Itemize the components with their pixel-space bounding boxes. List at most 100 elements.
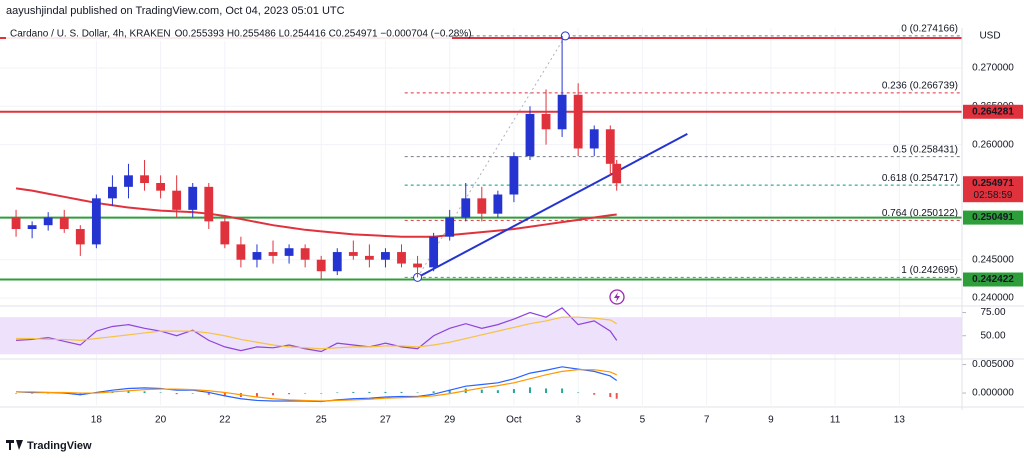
histogram-bar <box>47 393 50 394</box>
level-label: 0.264281 <box>972 106 1014 117</box>
last-price-label: 0.254971 <box>972 178 1014 189</box>
candle-body <box>348 252 358 256</box>
histogram-bar <box>336 392 339 394</box>
histogram-bar <box>191 393 194 394</box>
histogram-bar <box>127 390 130 394</box>
fib-label: 0 (0.274166) <box>901 24 958 35</box>
candle-body <box>172 190 182 210</box>
candle-body <box>204 186 214 222</box>
histogram-bar <box>384 391 387 394</box>
histogram-bar <box>561 388 564 394</box>
candle-body <box>268 252 278 256</box>
y-tick-label: 0.000000 <box>972 388 1014 399</box>
candle-body <box>413 263 422 268</box>
candle-body <box>27 225 37 230</box>
candle-body <box>557 94 567 130</box>
histogram-bar <box>15 393 18 394</box>
y-tick-label: 0.270000 <box>972 63 1014 74</box>
candle-body <box>43 217 53 226</box>
x-tick-label: 9 <box>768 415 774 426</box>
candle-body <box>612 163 622 184</box>
candle-body <box>477 198 487 214</box>
y-tick-label: 0.245000 <box>972 254 1014 265</box>
candle-body <box>332 252 342 272</box>
histogram-bar <box>480 389 483 394</box>
last-price-bg <box>963 176 1023 203</box>
x-tick-label: 18 <box>91 415 103 426</box>
level-label-bg <box>963 210 1023 225</box>
candle-body <box>252 252 262 260</box>
countdown-label: 02:58:59 <box>974 190 1013 201</box>
series-line <box>16 369 617 402</box>
series-line <box>15 187 617 238</box>
ohlc-legend: O0.255393 H0.255486 L0.254416 C0.254971 … <box>175 29 472 40</box>
level-label: 0.242422 <box>972 274 1014 285</box>
fib-label: 0.5 (0.258431) <box>893 144 958 155</box>
trend-line <box>417 35 566 278</box>
histogram-bar <box>143 391 146 394</box>
histogram-bar <box>207 393 210 395</box>
y-tick-label: 0.240000 <box>972 293 1014 304</box>
candle-body <box>525 113 535 157</box>
histogram-bar <box>593 393 596 395</box>
histogram-bar <box>272 393 275 396</box>
candle-body <box>75 229 85 245</box>
candle-body <box>59 217 69 230</box>
candle-body <box>541 113 551 130</box>
x-tick-label: 5 <box>640 415 646 426</box>
fib-label: 0.236 (0.266739) <box>882 81 958 92</box>
fib-label: 0.764 (0.250122) <box>882 208 958 219</box>
level-label-bg <box>963 272 1023 287</box>
histogram-bar <box>545 388 548 394</box>
symbol-title: Cardano / U. S. Dollar, 4h, KRAKEN <box>10 29 171 40</box>
logo-mark <box>6 440 23 450</box>
candle-body <box>108 186 117 199</box>
candle-body <box>589 129 599 149</box>
candle-body <box>461 198 471 218</box>
y-tick-label: 50.00 <box>980 330 1005 341</box>
x-tick-label: 7 <box>704 415 710 426</box>
y-tick-label: 0.260000 <box>972 139 1014 150</box>
fib-label: 0.618 (0.254717) <box>882 173 958 184</box>
candle-body <box>364 255 374 260</box>
series-line <box>16 316 618 350</box>
level-label-bg <box>963 104 1023 119</box>
y-tick-label: 75.00 <box>980 307 1005 318</box>
candle-body <box>493 194 503 214</box>
histogram-bar <box>288 393 291 395</box>
series-line <box>16 307 618 353</box>
candle-body <box>316 259 326 272</box>
histogram-bar <box>448 389 451 394</box>
candle-body <box>284 248 294 256</box>
candle-body <box>188 186 198 210</box>
candle-body <box>91 198 101 245</box>
histogram-bar <box>615 393 618 399</box>
candle-body <box>236 244 246 260</box>
histogram-bar <box>31 393 34 394</box>
byline: aayushjindal published on TradingView.co… <box>6 5 345 17</box>
histogram-bar <box>175 393 178 395</box>
histogram-bar <box>432 391 435 394</box>
logo-text: TradingView <box>27 440 92 452</box>
x-tick-label: 27 <box>380 415 392 426</box>
x-tick-label: 3 <box>575 415 581 426</box>
candle-body <box>140 175 149 183</box>
x-tick-label: 13 <box>894 415 906 426</box>
x-tick-label: 29 <box>444 415 456 426</box>
candle-body <box>300 248 310 260</box>
candle-body <box>11 217 21 230</box>
x-tick-label: 20 <box>155 415 167 426</box>
candle-body <box>573 94 583 149</box>
alert-bolt <box>614 292 620 302</box>
histogram-bar <box>609 393 612 398</box>
candle-body <box>605 129 615 164</box>
alert-icon[interactable] <box>609 289 625 305</box>
x-tick-label: 25 <box>316 415 328 426</box>
candle-body <box>445 217 455 237</box>
histogram-bar <box>577 392 580 394</box>
brand-logo: TradingView <box>6 440 92 452</box>
rsi-band <box>0 317 962 355</box>
histogram-bar <box>320 393 323 394</box>
x-tick-label: 11 <box>830 415 841 426</box>
